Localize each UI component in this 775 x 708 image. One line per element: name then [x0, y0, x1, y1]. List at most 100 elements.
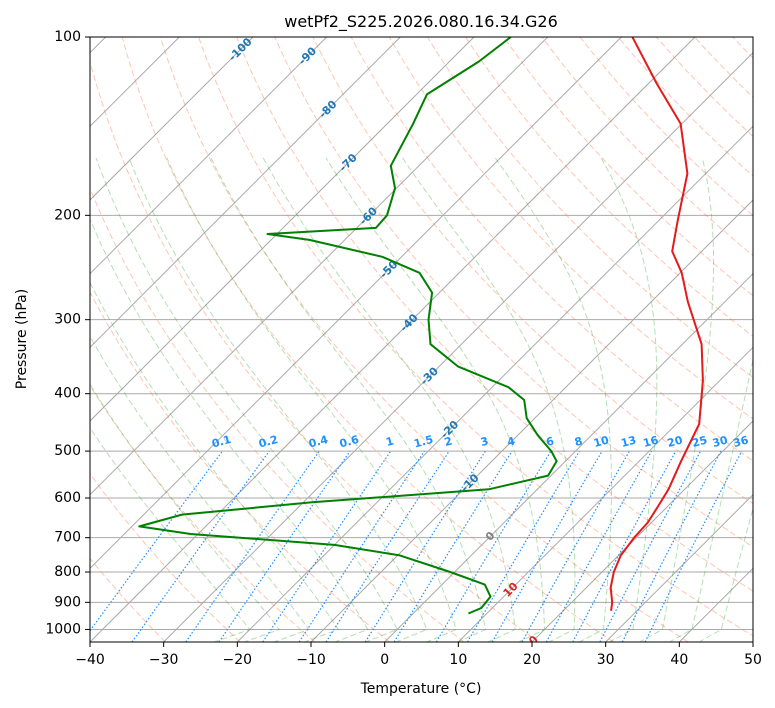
mixing-ratio-label: 0.2 [257, 433, 279, 451]
mixing-ratio-label: 6 [545, 434, 556, 449]
dry-adiabat [656, 37, 753, 138]
mixing-ratio-line [621, 450, 722, 642]
y-tick-label: 800 [54, 564, 81, 580]
mixing-ratio-line [131, 450, 270, 642]
mixing-ratio-line [393, 450, 513, 642]
y-axis-title: Pressure (hPa) [14, 289, 30, 389]
y-tick-label: 600 [54, 490, 81, 506]
moist-adiabat [325, 157, 546, 642]
isotherm-line [90, 37, 622, 570]
dry-adiabat [90, 472, 241, 642]
mixing-ratio-line [599, 450, 702, 642]
mixing-ratio-label: 0.4 [307, 433, 330, 451]
axis-ticks: −40 −30 −20 −10 0 10 20 30 40 5010020030040050060… [45, 29, 762, 668]
mixing-ratio-label: 16 [642, 433, 660, 450]
isotherm-line [310, 199, 753, 642]
mixing-ratio-label: 0.1 [210, 433, 232, 451]
dry-adiabat [312, 37, 753, 505]
plot-frame [89, 36, 754, 643]
isotherm-line [457, 346, 753, 642]
moist-adiabat [95, 157, 398, 642]
moist-adiabat [402, 157, 576, 642]
temperature-profile-line [609, 37, 704, 611]
mixing-ratio-label: 30 [711, 433, 729, 450]
isotherm-line [678, 567, 753, 642]
x-tick-label: 50 [744, 652, 762, 668]
dry-adiabat [90, 59, 540, 642]
mixing-ratio-line [491, 450, 603, 642]
dry-adiabat [541, 37, 753, 257]
chart-title: wetPf2_S225.2026.080.16.34.G26 [284, 12, 558, 32]
y-tick-label: 1000 [45, 621, 81, 637]
moist-adiabat [698, 506, 753, 642]
dewpoint-profile-line [138, 37, 558, 615]
x-tick-label: −30 [149, 652, 179, 668]
isotherm-line [236, 125, 753, 642]
background-lines [90, 37, 775, 642]
mixing-ratio-line [572, 450, 677, 642]
mixing-ratio-line [644, 450, 743, 642]
isotherm-line [90, 37, 549, 496]
isotherm-label: 40 [610, 691, 630, 708]
x-axis-title: Temperature (°C) [360, 681, 482, 697]
mixing-ratio-label: 1 [384, 434, 395, 449]
isotherm-line [90, 37, 475, 422]
dry-adiabat [236, 37, 753, 592]
x-tick-label: −40 [75, 652, 105, 668]
mixing-ratio-line [298, 450, 425, 642]
mixing-ratio-line [325, 450, 450, 642]
dry-adiabat [198, 37, 753, 637]
isotherm-line [531, 420, 753, 642]
moist-adiabat [90, 383, 281, 642]
mixing-ratio-label: 10 [592, 433, 610, 450]
moist-adiabat [262, 157, 516, 642]
moist-adiabat [128, 157, 428, 642]
x-tick-label: 30 [597, 652, 615, 668]
mixing-ratio-label: 25 [691, 433, 709, 450]
isotherm-line [90, 37, 401, 349]
dry-adiabat [732, 37, 753, 59]
dry-adiabat [771, 37, 775, 642]
mixing-ratio-label: 0.6 [338, 433, 361, 451]
dry-adiabat [90, 186, 465, 642]
mixing-ratio-label: 8 [573, 434, 584, 449]
x-tick-label: 10 [449, 652, 467, 668]
x-tick-label: −20 [223, 652, 253, 668]
mixing-ratio-line [90, 450, 223, 632]
mixing-ratio-label: 36 [732, 433, 750, 450]
y-tick-label: 700 [54, 530, 81, 546]
y-tick-label: 200 [54, 207, 81, 223]
dry-adiabat [426, 37, 753, 378]
x-tick-label: −10 [296, 652, 326, 668]
x-tick-label: 40 [670, 652, 688, 668]
moist-adiabat [90, 426, 251, 642]
isotherm-line [605, 493, 753, 642]
dry-adiabat [388, 37, 753, 420]
x-tick-label: 20 [523, 652, 541, 668]
dry-adiabat [579, 37, 753, 217]
isotherm-label: 20 [521, 633, 541, 653]
isotherm-line [384, 272, 753, 642]
mixing-ratio-line [521, 450, 631, 642]
isotherm-line [90, 37, 328, 275]
moist-adiabat [494, 157, 612, 642]
y-tick-label: 400 [54, 386, 81, 402]
y-tick-label: 500 [54, 443, 81, 459]
dry-adiabat [121, 37, 614, 642]
isotherm-line [163, 51, 753, 642]
moist-adiabat [90, 281, 340, 642]
moist-adiabat [638, 157, 714, 642]
profile-series [138, 37, 704, 615]
dry-adiabat [503, 37, 753, 297]
mixing-ratio-line [218, 450, 351, 642]
mixing-ratio-line [364, 450, 486, 642]
mixing-ratio-label: 4 [506, 434, 517, 449]
y-tick-label: 100 [54, 29, 81, 45]
y-tick-label: 300 [54, 312, 81, 328]
dry-adiabat [90, 291, 390, 642]
isotherm-line [90, 37, 254, 201]
moist-adiabat [600, 157, 658, 642]
dry-adiabat [90, 384, 316, 642]
moist-adiabat [90, 218, 369, 642]
